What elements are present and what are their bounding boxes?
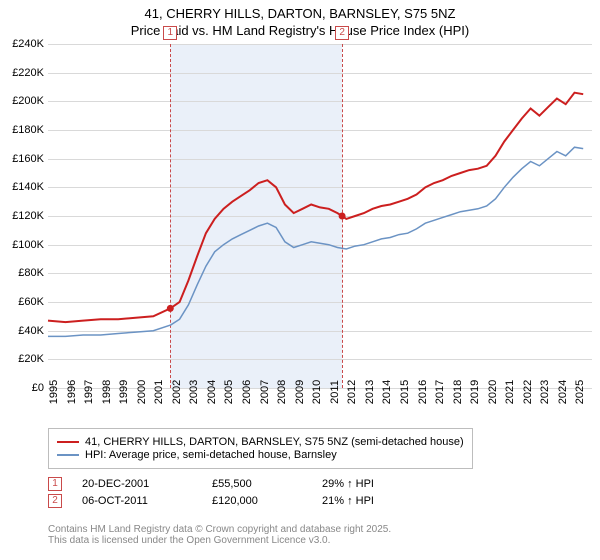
sales-price: £55,500 <box>212 478 302 490</box>
sales-row: 2 06-OCT-2011 £120,000 21% ↑ HPI <box>48 494 374 508</box>
sale-marker-box: 1 <box>163 26 177 40</box>
ytick-label: £40K <box>18 325 44 337</box>
sales-marker-icon: 2 <box>48 494 62 508</box>
ytick-label: £200K <box>12 95 44 107</box>
sale-marker-dot <box>339 213 346 220</box>
ytick-label: £220K <box>12 67 44 79</box>
chart-plot-area: £0£20K£40K£60K£80K£100K£120K£140K£160K£1… <box>48 44 592 388</box>
sales-date: 06-OCT-2011 <box>82 495 192 507</box>
sales-delta: 29% ↑ HPI <box>322 478 374 490</box>
series-hpi <box>48 147 583 336</box>
ytick-label: £80K <box>18 267 44 279</box>
series-price_paid <box>48 93 583 322</box>
sales-table: 1 20-DEC-2001 £55,500 29% ↑ HPI 2 06-OCT-2011… <box>48 474 374 511</box>
sale-marker-dot <box>167 305 174 312</box>
sales-price: £120,000 <box>212 495 302 507</box>
sale-marker-box: 2 <box>335 26 349 40</box>
ytick-label: £180K <box>12 124 44 136</box>
legend-label: HPI: Average price, semi-detached house,… <box>85 449 337 461</box>
chart-lines <box>48 44 592 388</box>
chart-title-line1: 41, CHERRY HILLS, DARTON, BARNSLEY, S75 … <box>0 0 600 23</box>
sales-delta: 21% ↑ HPI <box>322 495 374 507</box>
attribution-text: Contains HM Land Registry data © Crown c… <box>48 524 391 546</box>
ytick-label: £240K <box>12 38 44 50</box>
ytick-label: £140K <box>12 181 44 193</box>
legend-box: 41, CHERRY HILLS, DARTON, BARNSLEY, S75 … <box>48 428 473 469</box>
legend-label: 41, CHERRY HILLS, DARTON, BARNSLEY, S75 … <box>85 436 464 448</box>
ytick-label: £0 <box>32 382 44 394</box>
legend-swatch <box>57 454 79 456</box>
sales-row: 1 20-DEC-2001 £55,500 29% ↑ HPI <box>48 477 374 491</box>
legend-item: HPI: Average price, semi-detached house,… <box>57 449 464 461</box>
sales-date: 20-DEC-2001 <box>82 478 192 490</box>
ytick-label: £60K <box>18 296 44 308</box>
attribution-line1: Contains HM Land Registry data © Crown c… <box>48 524 391 535</box>
ytick-label: £160K <box>12 153 44 165</box>
ytick-label: £100K <box>12 239 44 251</box>
ytick-label: £20K <box>18 353 44 365</box>
chart-title-line2: Price paid vs. HM Land Registry's House … <box>0 23 600 44</box>
ytick-label: £120K <box>12 210 44 222</box>
legend-item: 41, CHERRY HILLS, DARTON, BARNSLEY, S75 … <box>57 436 464 448</box>
attribution-line2: This data is licensed under the Open Gov… <box>48 535 391 546</box>
legend-swatch <box>57 441 79 443</box>
sales-marker-icon: 1 <box>48 477 62 491</box>
